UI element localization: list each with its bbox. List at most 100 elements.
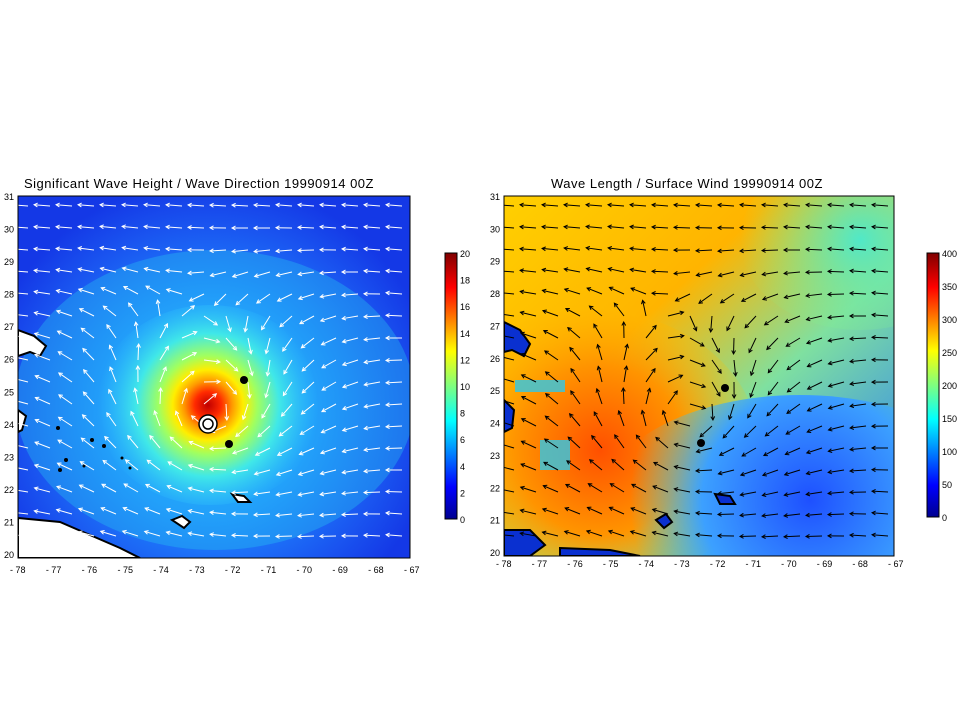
vector-arrowhead — [274, 225, 280, 231]
vector-arrowhead — [78, 484, 84, 489]
vector-arrowhead — [786, 365, 792, 371]
vector-arrow — [608, 225, 625, 229]
vector-arrowhead — [570, 390, 575, 395]
vector-arrowhead — [716, 202, 722, 208]
vector-arrow — [320, 447, 337, 454]
vector-arrow — [520, 311, 537, 317]
vector-arrow — [850, 359, 867, 363]
y-tick-label: 22 — [490, 483, 500, 493]
vector-arrowhead — [749, 371, 755, 377]
vector-arrow — [740, 204, 757, 207]
vector-arrow — [872, 248, 889, 251]
vector-arrow — [277, 293, 293, 302]
vector-arrowhead — [252, 512, 258, 518]
vector-arrow — [276, 204, 293, 207]
vector-arrow — [181, 370, 195, 383]
vector-arrowhead — [12, 533, 16, 537]
vector-arrow — [254, 271, 271, 277]
vector-arrowhead — [165, 246, 170, 252]
vector-arrow — [806, 293, 823, 297]
vector-arrow — [18, 467, 29, 471]
vector-arrow — [203, 393, 217, 405]
vector-arrow — [767, 381, 779, 396]
vector-arrowhead — [190, 305, 196, 310]
x-tick-label: - 75 — [117, 565, 133, 575]
vector-arrow — [34, 204, 51, 207]
vector-arrowhead — [722, 433, 728, 439]
vector-arrow — [828, 315, 845, 319]
vector-arrowhead — [241, 415, 247, 421]
vector-arrow — [674, 532, 691, 537]
left-colorbar — [444, 252, 458, 520]
vector-arrow — [385, 490, 403, 493]
vector-arrowhead — [78, 308, 84, 313]
vector-arrowhead — [719, 299, 725, 304]
colorbar-tick-label: 16 — [460, 302, 470, 312]
vector-arrow — [543, 330, 559, 339]
vector-arrow — [342, 491, 359, 495]
vector-arrowhead — [653, 347, 658, 353]
vector-arrowhead — [33, 463, 39, 469]
x-tick-label: - 74 — [639, 559, 655, 569]
vector-arrowhead — [848, 313, 854, 319]
vector-arrow — [698, 293, 713, 304]
vector-arrow — [363, 491, 381, 494]
vector-arrowhead — [188, 440, 194, 446]
vector-arrowhead — [585, 266, 591, 272]
vector-arrow — [806, 315, 823, 321]
vector-arrow — [18, 292, 29, 295]
vector-arrow — [689, 315, 697, 331]
vector-arrow — [364, 337, 381, 341]
vector-arrowhead — [153, 410, 158, 416]
vector-arrow — [232, 447, 249, 454]
vector-arrowhead — [593, 323, 598, 329]
vector-arrowhead — [871, 202, 876, 208]
vector-arrow — [722, 425, 735, 439]
vector-arrow — [608, 247, 625, 251]
vector-arrow — [265, 337, 271, 354]
vector-arrowhead — [319, 470, 325, 476]
vector-arrow — [652, 485, 669, 493]
vector-arrow — [542, 310, 559, 317]
vector-arrowhead — [760, 248, 766, 253]
vector-arrowhead — [784, 450, 790, 456]
vector-arrowhead — [743, 433, 749, 438]
vector-arrow — [342, 226, 359, 229]
vector-arrowhead — [646, 387, 652, 393]
vector-arrow — [34, 269, 51, 273]
vector-arrow — [266, 359, 271, 376]
vector-arrowhead — [169, 436, 175, 442]
vector-arrowhead — [80, 437, 86, 443]
vector-arrow — [298, 513, 315, 517]
vector-arrow — [871, 336, 889, 339]
vector-arrowhead — [679, 333, 685, 339]
vector-arrowhead — [363, 359, 369, 365]
vector-arrow — [225, 337, 238, 351]
y-tick-label: 24 — [490, 419, 500, 429]
vector-arrowhead — [763, 321, 769, 326]
vector-arrowhead — [34, 353, 40, 358]
vector-arrowhead — [607, 529, 613, 535]
vector-arrowhead — [871, 246, 876, 252]
vector-arrow — [56, 532, 73, 537]
vector-arrowhead — [33, 509, 39, 514]
vector-arrowhead — [341, 490, 346, 496]
vector-arrow — [81, 437, 95, 449]
vector-arrowhead — [519, 202, 524, 208]
vector-arrow — [159, 387, 162, 405]
vector-arrowhead — [341, 361, 347, 367]
vector-arrow — [342, 315, 359, 320]
vector-arrowhead — [33, 224, 38, 230]
vector-arrowhead — [264, 349, 270, 355]
vector-arrow — [872, 204, 889, 207]
vector-arrow — [786, 403, 801, 414]
vector-arrowhead — [716, 533, 722, 539]
vector-arrow — [56, 226, 73, 229]
vector-arrowhead — [783, 294, 789, 300]
vector-arrow — [806, 491, 823, 496]
vector-arrowhead — [127, 302, 133, 308]
vector-arrowhead — [186, 247, 192, 253]
vector-arrowhead — [849, 446, 854, 452]
vector-arrow — [342, 469, 359, 474]
vector-arrow — [504, 356, 515, 361]
